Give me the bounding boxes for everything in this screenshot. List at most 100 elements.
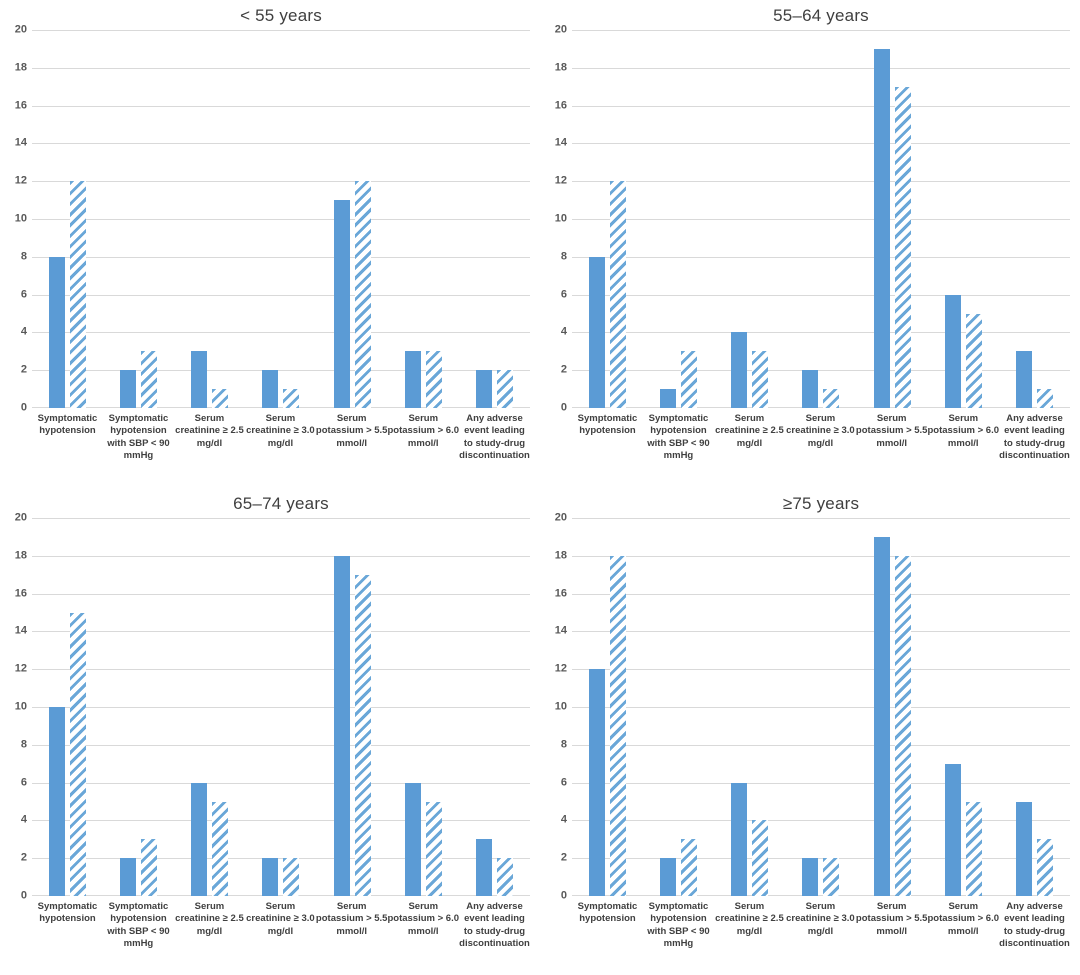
bar-group (928, 518, 999, 896)
x-axis-label-line: mmol/l (947, 925, 979, 937)
bar-solid (802, 858, 819, 896)
chart-body: 0 2 4 6 8 10 12 14 16 18 20 (546, 24, 1070, 413)
y-axis-tick-label: 16 (554, 99, 567, 112)
bar-group (643, 30, 714, 408)
bar-group (174, 518, 245, 896)
chart-panel: ≥75 years 0 2 4 6 8 10 12 14 16 18 20 Symptomatic hyp… (540, 488, 1080, 975)
x-axis-label-line: mg/dl (267, 437, 294, 449)
x-axis-label-line: to study-drug (1003, 925, 1066, 937)
bar-solid (873, 536, 890, 896)
bar-solid (475, 370, 492, 408)
x-axis-category-label: Any adverse event leading to study-drug dis… (999, 413, 1070, 462)
x-axis-label-line: Symptomatic (37, 413, 98, 424)
x-axis-label-line: event leading (464, 425, 525, 437)
y-axis-tick-label: 14 (14, 624, 27, 637)
bar-solid (660, 858, 677, 896)
x-axis-label-line: Serum (948, 413, 979, 424)
y-axis-tick-label: 12 (554, 174, 567, 187)
bar-hatched (681, 351, 698, 408)
bar-hatched (354, 181, 371, 408)
bar-group (714, 30, 785, 408)
gridline (32, 67, 530, 69)
gridline (572, 820, 1070, 822)
y-axis-tick-label: 2 (20, 851, 27, 864)
x-axis-label-line: mmHg (123, 938, 154, 950)
x-axis-label-line: Serum (876, 901, 907, 912)
x-axis-label-line: hypotension (579, 425, 636, 437)
x-axis-category-label: Symptomatic hypotension (572, 901, 643, 950)
y-axis-tick-label: 2 (560, 851, 567, 864)
x-axis-category-label: Serum creatinine ≥ 2.5 mg/dl (174, 901, 245, 950)
bar-group (245, 30, 316, 408)
x-axis-label-line: Any adverse (1006, 413, 1063, 424)
x-axis-category-label: Serum creatinine ≥ 3.0 mg/dl (245, 901, 316, 950)
x-axis-label-line: Serum (948, 901, 979, 912)
x-axis-label-line: mmol/l (947, 437, 979, 449)
x-axis-category-label: Symptomatic hypotension with SBP < 90 mmHg (103, 901, 174, 950)
bar-hatched (894, 555, 911, 896)
bar-hatched (212, 801, 229, 896)
x-axis-label-line: discontinuation (999, 938, 1070, 950)
x-axis-label-line: Serum (194, 901, 225, 912)
x-axis-label-line: Symptomatic (577, 901, 638, 912)
x-axis-category-label: Symptomatic hypotension with SBP < 90 mmHg (643, 413, 714, 462)
plot-area (32, 30, 530, 408)
bar-groups (32, 30, 530, 408)
x-axis-label-line: Any adverse (1006, 901, 1063, 912)
bar-group (245, 518, 316, 896)
x-axis-label-line: to study-drug (463, 925, 526, 937)
chart-title: 55–64 years (773, 6, 869, 25)
bar-hatched (965, 313, 982, 408)
x-axis-label-line: creatinine ≥ 2.5 (175, 425, 244, 437)
bar-solid (120, 858, 137, 896)
y-axis-tick-label: 8 (20, 738, 27, 751)
y-axis-tick-label: 8 (560, 250, 567, 263)
bar-solid (731, 332, 748, 408)
y-axis-tick-label: 16 (14, 587, 27, 600)
x-axis-category-label: Serum potassium > 5.5 mmol/l (856, 413, 928, 462)
gridline (32, 593, 530, 595)
x-axis-label-line: potassium > 6.0 (927, 913, 1000, 925)
x-axis-label-line: Serum (265, 413, 296, 424)
x-axis-label-line: creatinine ≥ 3.0 (246, 913, 315, 925)
bar-solid (49, 707, 66, 896)
y-axis-tick-label: 20 (14, 511, 27, 524)
gridline (32, 782, 530, 784)
x-axis-label-line: with SBP < 90 (107, 925, 170, 937)
bar-group (643, 518, 714, 896)
y-axis-tick-label: 14 (14, 136, 27, 149)
bar-hatched (610, 555, 627, 896)
y-axis-tick-label: 4 (20, 813, 27, 826)
bar-group (785, 30, 856, 408)
chart-title: < 55 years (240, 6, 322, 25)
y-axis-tick-label: 12 (14, 174, 27, 187)
x-axis-labels: Symptomatic hypotension Symptomatic hypoten… (32, 901, 530, 950)
x-axis-label-line: Serum (876, 413, 907, 424)
bar-solid (404, 782, 421, 896)
gridline (572, 895, 1070, 896)
x-axis-category-label: Any adverse event leading to study-drug dis… (459, 413, 530, 462)
x-axis-label-line: creatinine ≥ 3.0 (786, 425, 855, 437)
bar-solid (333, 555, 350, 896)
bar-group (317, 518, 388, 896)
gridline (572, 256, 1070, 258)
gridline (32, 555, 530, 557)
x-axis-category-label: Symptomatic hypotension with SBP < 90 mmHg (643, 901, 714, 950)
x-axis-category-label: Serum creatinine ≥ 2.5 mg/dl (714, 413, 785, 462)
x-axis-label-line: mmHg (663, 450, 694, 462)
gridline (572, 30, 1070, 31)
x-axis-label-line: discontinuation (999, 450, 1070, 462)
y-axis: 0 2 4 6 8 10 12 14 16 18 20 (6, 512, 32, 901)
bar-solid (120, 370, 137, 408)
x-axis-label-line: Any adverse (466, 413, 523, 424)
x-axis-label-line: Serum (194, 413, 225, 424)
bar-solid (1015, 801, 1032, 896)
x-axis-label-line: event leading (1004, 425, 1065, 437)
y-axis-tick-label: 14 (554, 624, 567, 637)
x-axis-category-label: Symptomatic hypotension (32, 901, 103, 950)
y-axis: 0 2 4 6 8 10 12 14 16 18 20 (6, 24, 32, 413)
gridline (572, 219, 1070, 220)
gridline (32, 407, 530, 408)
x-axis-label-line: Symptomatic (108, 413, 169, 424)
gridline (572, 707, 1070, 708)
